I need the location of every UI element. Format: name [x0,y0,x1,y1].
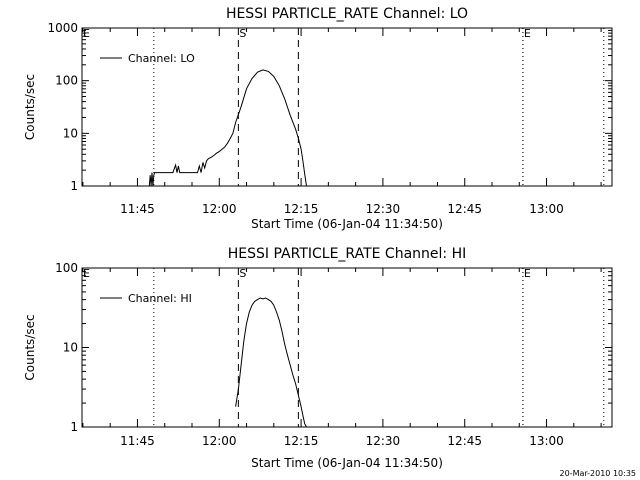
x-tick-label: 12:30 [366,434,401,448]
y-tick-label: 1 [70,420,78,434]
y-tick-label: 100 [55,74,78,88]
x-tick-label: 12:00 [202,202,237,216]
x-tick-label: 11:45 [120,202,155,216]
chart-title: HESSI PARTICLE_RATE Channel: LO [226,6,468,22]
y-tick-label: 1000 [47,21,78,35]
y-axis-label: Counts/sec [23,314,37,380]
x-tick-label: 13:00 [529,434,564,448]
y-tick-label: 100 [55,261,78,275]
event-marker-label: S [239,27,246,40]
x-tick-label: 12:45 [447,202,482,216]
y-tick-label: 10 [63,341,78,355]
y-tick-label: 10 [63,126,78,140]
legend-label: Channel: HI [128,292,192,305]
chart-title: HESSI PARTICLE_RATE Channel: HI [228,246,466,262]
corner-mark: E [83,267,90,280]
x-tick-label: 12:15 [284,434,319,448]
legend-label: Channel: LO [128,52,195,65]
series-line [148,69,307,187]
x-tick-label: 12:30 [366,202,401,216]
corner-mark: E [83,27,90,40]
series-line [235,297,307,428]
event-marker-label: E [524,267,531,280]
x-tick-label: 12:00 [202,434,237,448]
y-axis-label: Counts/sec [23,74,37,140]
event-marker-label: E [524,27,531,40]
x-tick-label: 12:15 [284,202,319,216]
plot-frame [81,27,613,187]
x-tick-label: 12:45 [447,434,482,448]
footer-timestamp: 20-Mar-2010 10:35 [560,469,637,478]
x-tick-label: 11:45 [120,434,155,448]
event-marker-label: S [239,267,246,280]
x-tick-label: 13:00 [529,202,564,216]
x-axis-label: Start Time (06-Jan-04 11:34:50) [251,217,443,231]
x-axis-label: Start Time (06-Jan-04 11:34:50) [251,456,443,470]
y-tick-label: 1 [70,179,78,193]
